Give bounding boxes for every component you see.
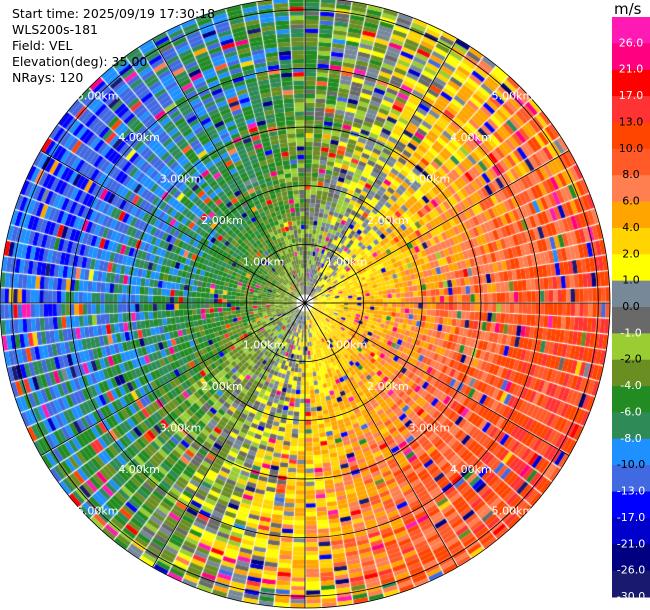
colorbar-swatch <box>612 517 650 545</box>
colorbar-tick-label: 17.0 <box>619 89 644 102</box>
colorbar-tick-label: 8.0 <box>622 168 640 181</box>
range-ring-label: 3.00km <box>160 421 202 434</box>
range-ring-label: 5.00km <box>77 504 119 517</box>
colorbar-swatch <box>612 307 650 334</box>
range-ring-label: 3.00km <box>409 421 451 434</box>
colorbar-tick-label: -6.0 <box>620 405 641 418</box>
colorbar-swatch <box>612 386 650 413</box>
start-time-label: Start time: 2025/09/19 17:30:18 <box>12 6 216 21</box>
range-ring-label: 1.00km <box>243 256 285 269</box>
range-ring-label: 5.00km <box>492 90 534 103</box>
azimuth-spoke <box>304 150 570 304</box>
colorbar-tick-label: -4.0 <box>620 379 641 392</box>
colorbar-tick-label: 0.0 <box>622 300 640 313</box>
colorbar-swatch <box>612 148 650 176</box>
colorbar-tick-label: 2.0 <box>622 247 640 260</box>
colorbar-tick-label: 21.0 <box>619 63 644 76</box>
colorbar-tick-label: -26.0 <box>617 564 645 577</box>
colorbar-tick-label: 13.0 <box>619 115 644 128</box>
field-label: Field: VEL <box>12 38 73 53</box>
range-ring-label: 3.00km <box>409 173 451 186</box>
colorbar-tick-label: -1.0 <box>620 326 641 339</box>
colorbar-tick-label: -13.0 <box>617 485 645 498</box>
colorbar-swatch <box>612 438 650 466</box>
range-ring-label: 1.00km <box>326 256 368 269</box>
azimuth-spoke <box>304 38 458 304</box>
colorbar-tick-label: -10.0 <box>617 458 645 471</box>
range-ring-label: 1.00km <box>243 338 285 351</box>
colorbar-tick-label: 1.0 <box>622 274 640 287</box>
range-ring-label: 5.00km <box>77 90 119 103</box>
colorbar-swatch <box>612 201 650 229</box>
range-ring-label: 4.00km <box>450 131 492 144</box>
colorbar-swatch <box>612 412 650 440</box>
colorbar-swatch <box>612 544 650 572</box>
colorbar-swatch <box>612 96 650 123</box>
colorbar-swatch <box>612 491 650 519</box>
azimuth-spoke <box>152 302 306 568</box>
azimuth-spoke <box>304 302 570 456</box>
colorbar-swatch <box>612 43 650 71</box>
range-ring-label: 1.00km <box>326 338 368 351</box>
colorbar-tick-label: 10.0 <box>619 142 644 155</box>
velocity-colorbar: 26.0 21.0 17.0 13.0 10.0 8.0 6.0 4.0 2.0 1.0 0.0 -1… <box>612 17 650 603</box>
range-ring-label: 2.00km <box>367 380 409 393</box>
range-ring-label: 4.00km <box>118 131 160 144</box>
nrays-label: NRays: 120 <box>12 70 84 85</box>
colorbar-swatch <box>612 17 650 44</box>
colorbar-swatch <box>612 69 650 97</box>
colorbar-tick-label: -21.0 <box>617 537 645 550</box>
range-ring-label: 2.00km <box>201 214 243 227</box>
colorbar-swatch <box>612 227 650 255</box>
colorbar-tick-label: -17.0 <box>617 511 645 524</box>
colorbar-swatch <box>612 175 650 203</box>
range-ring-label: 4.00km <box>118 463 160 476</box>
colorbar-swatch <box>612 333 650 361</box>
colorbar-tick-label: -8.0 <box>620 432 641 445</box>
range-ring-label: 4.00km <box>450 463 492 476</box>
elevation-label: Elevation(deg): 35.00 <box>12 54 148 69</box>
azimuth-spoke <box>40 302 306 456</box>
range-ring-label: 5.00km <box>492 504 534 517</box>
azimuth-spoke <box>40 150 306 304</box>
colorbar-tick-label: 6.0 <box>622 195 640 208</box>
range-ring-label: 2.00km <box>201 380 243 393</box>
colorbar-unit-label: m/s <box>614 0 642 18</box>
colorbar-swatch <box>612 359 650 387</box>
colorbar-swatch <box>612 465 650 493</box>
instrument-label: WLS200s-181 <box>12 22 98 37</box>
azimuth-spoke <box>152 38 306 304</box>
colorbar-tick-label: 4.0 <box>622 221 640 234</box>
colorbar-swatch <box>612 122 650 150</box>
colorbar-swatch <box>612 280 650 308</box>
colorbar-tick-label: 26.0 <box>619 36 644 49</box>
range-rings-overlay: 1.00km 1.00km 1.00km 1.00km 2.00km 2.00km 2.00… <box>0 0 611 609</box>
range-ring-label: 2.00km <box>367 214 409 227</box>
colorbar-swatch <box>612 570 650 598</box>
colorbar-tick-label: -2.0 <box>620 353 641 366</box>
colorbar-swatch <box>612 254 650 282</box>
range-ring-label: 3.00km <box>160 173 202 186</box>
colorbar-tick-label: -30.0 <box>617 590 645 603</box>
azimuth-spoke <box>304 302 458 568</box>
